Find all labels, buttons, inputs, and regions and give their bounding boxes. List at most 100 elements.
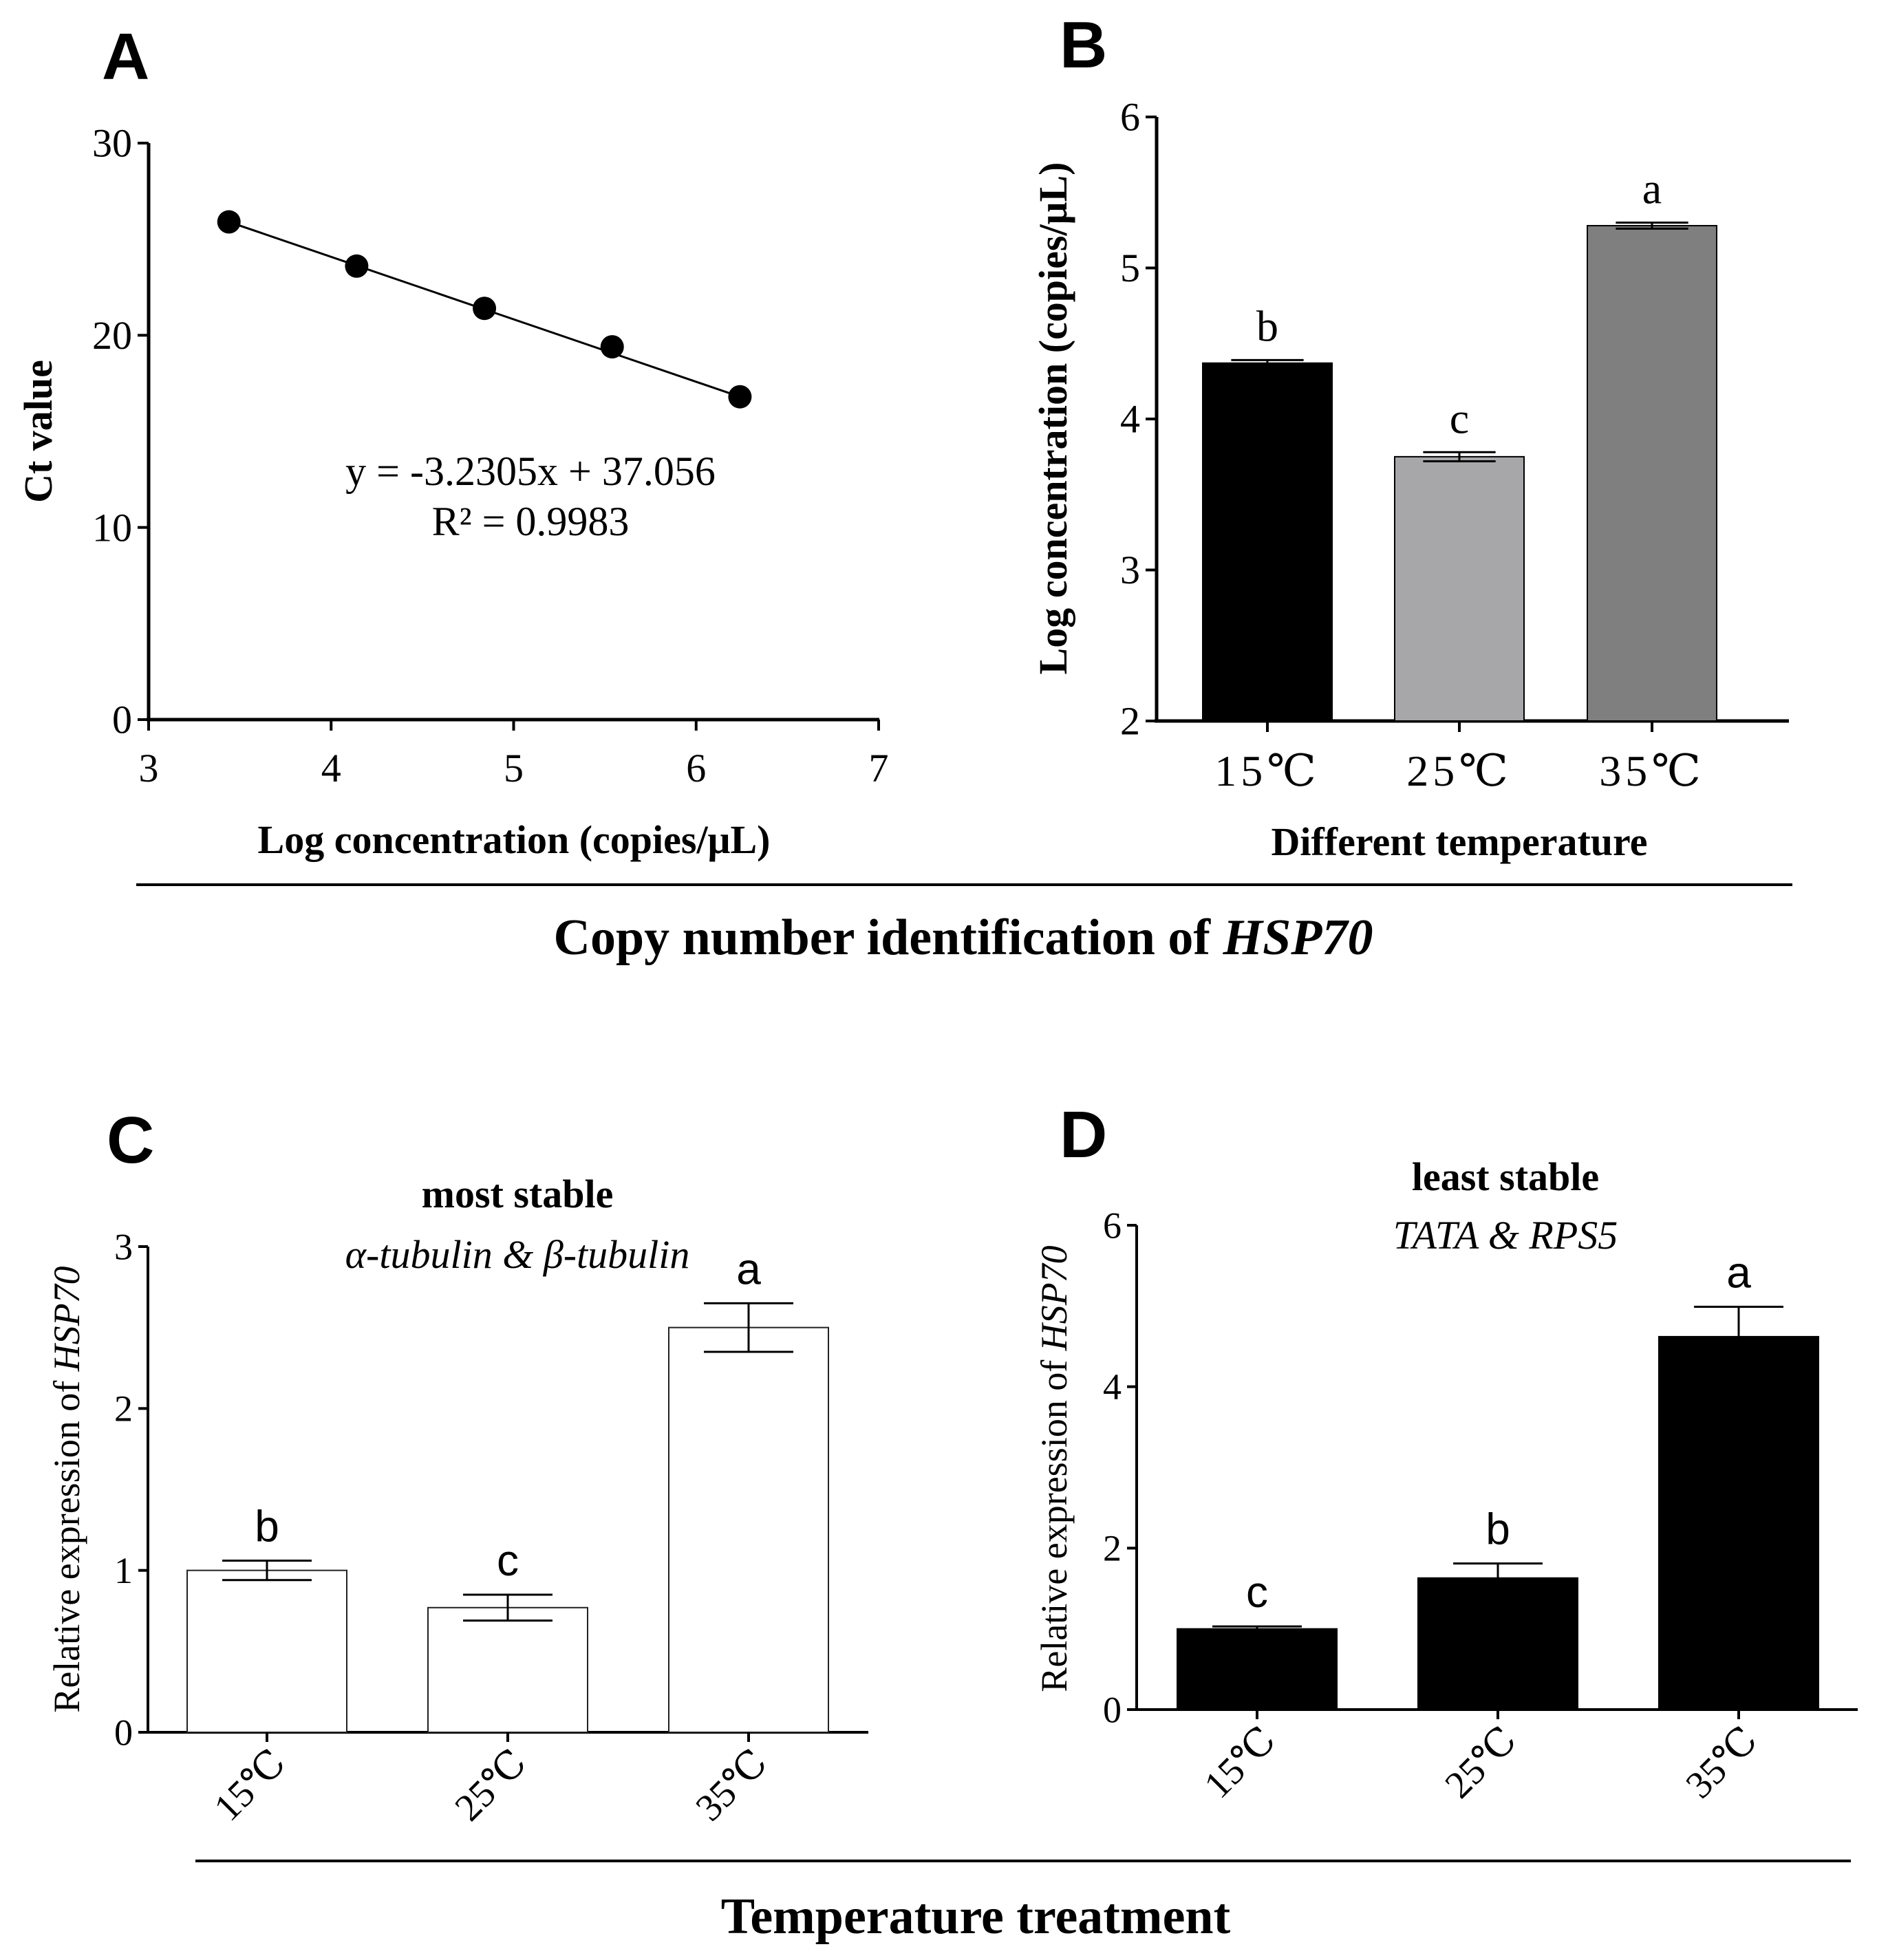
panel-c-y-ticks: 0 1 2 3 (114, 1226, 148, 1753)
panel-d-label: D (1060, 1098, 1107, 1172)
panel-d-y-axis-title: Relative expression of HSP70 (1033, 1245, 1075, 1692)
panel-a-point-1 (345, 254, 369, 278)
panel-d-bar-0 (1177, 1628, 1338, 1711)
panel-a-x-tick-label-3: 6 (686, 746, 706, 790)
panel-b-bar-1 (1394, 455, 1525, 722)
panel-b-y-tick-label-2: 4 (1120, 397, 1140, 442)
panel-c-category-label-0: 15℃ (206, 1741, 294, 1829)
panel-d-bars: c 15℃ b 25℃ a 35℃ (1177, 1248, 1819, 1807)
panel-c-bar-1 (427, 1606, 588, 1733)
panel-c-y-tick-label-0: 0 (114, 1712, 133, 1753)
panel-a-x-tick-label-0: 3 (139, 746, 159, 790)
panel-d: D least stable TATA & RPS5 0 2 4 6 c 15℃ b 25℃… (1033, 1098, 1858, 1807)
panel-d-y-tick-label-2: 4 (1103, 1366, 1122, 1408)
panel-a-x-tick-label-4: 7 (869, 746, 889, 790)
panel-c-y-tick-label-1: 1 (114, 1550, 133, 1591)
panel-c-error-bar-2 (704, 1302, 793, 1353)
panel-b-x-axis-title: Different temperature (1271, 819, 1647, 864)
panel-c-title: most stable (422, 1172, 614, 1216)
panel-c-significance-letter-1: c (497, 1536, 519, 1585)
bottom-group-caption: Temperature treatment (721, 1888, 1231, 1945)
panel-c-significance-letter-0: b (255, 1502, 279, 1551)
panel-d-y-tick-label-1: 2 (1103, 1528, 1122, 1569)
panel-b-error-bar-2 (1616, 222, 1688, 230)
panel-b-y-ticks: 2 3 4 5 6 (1120, 95, 1157, 744)
panel-a-y-tick-label-0: 0 (112, 698, 132, 742)
panel-b-bars: b 15℃ c 25℃ a 35℃ (1202, 164, 1717, 795)
panel-d-error-bar-0 (1212, 1625, 1302, 1633)
panel-d-error-bar-1 (1453, 1562, 1543, 1594)
panel-a-x-axis-title: Log concentration (copies/μL) (258, 817, 771, 862)
panel-a-point-0 (217, 210, 241, 234)
panel-a-y-axis-title: Ct value (16, 360, 61, 503)
panel-b-label: B (1060, 8, 1107, 82)
panel-a-point-4 (728, 385, 752, 409)
panel-c-bars: b 15℃ c 25℃ a 35℃ (186, 1244, 829, 1829)
panel-d-y-axis-gene: HSP70 (1033, 1245, 1075, 1351)
panel-a-r-squared: R² = 0.9983 (432, 499, 630, 544)
panel-a-points (217, 210, 752, 409)
panel-c-bar-2 (668, 1326, 829, 1733)
panel-b-error-bar-1 (1423, 451, 1496, 462)
panel-c-category-label-1: 25℃ (447, 1741, 535, 1829)
panel-d-error-bar-2 (1694, 1306, 1783, 1368)
panel-b-y-tick-label-4: 6 (1120, 95, 1140, 140)
panel-d-bar-2 (1658, 1335, 1819, 1711)
panel-c-y-axis-prefix: Relative expression of (46, 1371, 87, 1712)
top-caption-text: Copy number identification of (554, 909, 1223, 966)
panel-c-label: C (107, 1103, 154, 1177)
panel-d-significance-letter-1: b (1485, 1505, 1510, 1554)
panel-d-bar-1 (1417, 1577, 1578, 1710)
panel-b-category-label-2: 35℃ (1599, 746, 1705, 795)
panel-a-y-tick-label-2: 20 (92, 313, 132, 358)
panel-d-significance-letter-0: c (1246, 1567, 1268, 1617)
top-group-caption: Copy number identification of HSP70 (554, 909, 1373, 966)
panel-d-category-label-0: 15℃ (1196, 1719, 1284, 1807)
panel-c-significance-letter-2: a (736, 1244, 761, 1293)
panel-b-y-tick-label-0: 2 (1120, 699, 1140, 744)
panel-b-y-tick-label-3: 5 (1120, 246, 1140, 290)
panel-a-x-tick-label-1: 4 (321, 746, 341, 790)
panel-b-category-label-0: 15℃ (1214, 746, 1320, 795)
panel-c-subtitle: α-tubulin & β-tubulin (345, 1232, 690, 1277)
panel-c-y-axis-title: Relative expression of HSP70 (46, 1266, 87, 1712)
panel-a-label: A (102, 20, 149, 94)
panel-a-point-3 (600, 335, 624, 359)
panel-a-equation: y = -3.2305x + 37.056 (345, 449, 716, 494)
panel-a-x-ticks: 3 4 5 6 7 (139, 720, 889, 790)
panel-b-y-axis-title: Log concentration (copies/μL) (1031, 162, 1075, 675)
panel-b-significance-letter-2: a (1642, 164, 1662, 213)
panel-b-bar-0 (1202, 362, 1333, 722)
panel-d-y-tick-label-3: 6 (1103, 1205, 1122, 1246)
panel-a: A 0 10 20 30 3 4 5 6 7 y = -3.2305x + 37.056 R²… (16, 20, 889, 862)
panel-b-significance-letter-0: b (1256, 301, 1278, 350)
panel-d-y-ticks: 0 2 4 6 (1103, 1205, 1137, 1730)
panel-c-error-bar-0 (222, 1560, 312, 1582)
panel-d-y-tick-label-0: 0 (1103, 1689, 1122, 1730)
panel-a-y-tick-label-1: 10 (92, 505, 132, 550)
panel-d-title: least stable (1412, 1154, 1599, 1199)
panel-c-bar-0 (186, 1569, 347, 1734)
panel-b-error-bar-0 (1231, 358, 1304, 367)
panel-c-y-tick-label-3: 3 (114, 1226, 133, 1267)
panel-c-error-bar-1 (463, 1593, 553, 1622)
panel-c-y-axis-gene: HSP70 (46, 1266, 87, 1372)
panel-c: C most stable α-tubulin & β-tubulin 0 1 2 3… (46, 1103, 868, 1829)
top-caption-gene: HSP70 (1223, 909, 1373, 966)
panel-b-bar-2 (1587, 225, 1717, 722)
panel-a-y-tick-label-3: 30 (92, 121, 132, 166)
panel-b-significance-letter-1: c (1450, 394, 1469, 442)
panel-d-subtitle: TATA & RPS5 (1393, 1213, 1618, 1258)
panel-a-x-tick-label-2: 5 (504, 746, 524, 790)
panel-c-category-label-2: 35℃ (687, 1741, 775, 1829)
panel-b: B 2 3 4 5 6 b 15℃ c 25℃ a 35℃ Different temperatu… (1031, 8, 1789, 864)
panel-d-category-label-2: 35℃ (1677, 1719, 1766, 1807)
panel-c-y-tick-label-2: 2 (114, 1388, 133, 1430)
panel-d-y-axis-prefix: Relative expression of (1033, 1350, 1075, 1692)
panel-d-category-label-1: 25℃ (1437, 1719, 1525, 1807)
panel-b-y-tick-label-1: 3 (1120, 548, 1140, 592)
panel-d-significance-letter-2: a (1726, 1248, 1751, 1297)
panel-a-y-ticks: 0 10 20 30 (92, 121, 149, 742)
panel-b-category-label-1: 25℃ (1406, 746, 1512, 795)
